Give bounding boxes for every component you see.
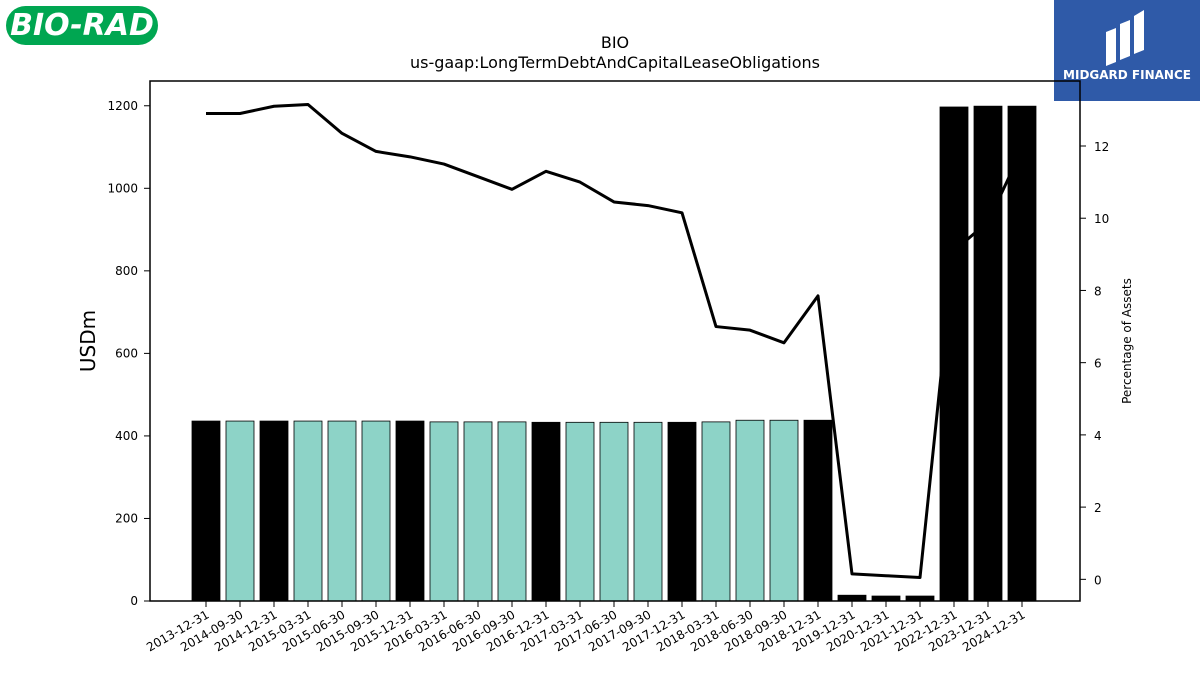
- midgard-finance-logo: MIDGARD FINANCE: [1054, 0, 1200, 101]
- y-axis-label: USDm: [76, 310, 100, 372]
- bio-rad-logo: BIO-RAD: [6, 6, 158, 45]
- chart-title: BIO: [601, 33, 629, 52]
- y-tick-label: 0: [130, 594, 138, 608]
- bar-2016-06-30: [463, 421, 493, 602]
- bar-2019-12-31: [837, 594, 867, 602]
- y2-tick-label: 6: [1094, 357, 1102, 371]
- bar-2014-12-31: [259, 420, 289, 602]
- bar-2015-06-30: [327, 420, 357, 602]
- y-tick-label: 1000: [107, 181, 138, 195]
- bar-2017-12-31: [667, 421, 697, 602]
- bar-series: [191, 105, 1037, 602]
- bar-2018-12-31: [803, 419, 833, 602]
- y2-tick-label: 4: [1094, 429, 1102, 443]
- y2-tick-label: 0: [1094, 573, 1102, 587]
- bar-2023-12-31: [973, 105, 1003, 602]
- bar-2015-09-30: [361, 420, 391, 602]
- y-tick-label: 1200: [107, 99, 138, 113]
- y-axis-right: 0 2 4 6 8 10 12: [1080, 140, 1109, 587]
- bar-2018-03-31: [701, 421, 731, 602]
- bar-2015-03-31: [293, 420, 323, 602]
- pct-assets-line: [206, 102, 1024, 580]
- plot-frame: [149, 80, 1081, 602]
- bar-2018-09-30: [769, 419, 799, 602]
- bar-2017-06-30: [599, 421, 629, 602]
- y2-axis-label: Percentage of Assets: [1120, 278, 1134, 404]
- bar-2014-09-30: [225, 420, 255, 602]
- chart-subtitle: us-gaap:LongTermDebtAndCapitalLeaseOblig…: [410, 53, 820, 72]
- y-tick-label: 400: [115, 429, 138, 443]
- y2-tick-label: 8: [1094, 284, 1102, 298]
- y2-tick-label: 10: [1094, 212, 1109, 226]
- y-tick-label: 800: [115, 264, 138, 278]
- midgard-mark-icon: [1106, 10, 1144, 66]
- bar-2017-09-30: [633, 421, 663, 602]
- y2-tick-label: 12: [1094, 140, 1109, 154]
- bar-2015-12-31: [395, 420, 425, 602]
- y-axis-left: 0 200 400 600 800 1000 1200: [107, 99, 150, 608]
- x-axis: 2013-12-312014-09-302014-12-312015-03-31…: [144, 601, 1028, 654]
- bar-2017-03-31: [565, 421, 595, 602]
- bar-2013-12-31: [191, 420, 221, 602]
- midgard-logo-text: MIDGARD FINANCE: [1063, 68, 1191, 82]
- bar-2016-12-31: [531, 421, 561, 602]
- y-tick-label: 200: [115, 511, 138, 525]
- bar-2018-06-30: [735, 419, 765, 602]
- bar-2016-09-30: [497, 421, 527, 602]
- bar-2016-03-31: [429, 421, 459, 602]
- bar-2024-12-31: [1007, 105, 1037, 602]
- bio-rad-logo-text: BIO-RAD: [10, 8, 154, 43]
- line-series: [206, 102, 1024, 580]
- y2-tick-label: 2: [1094, 501, 1102, 515]
- y-tick-label: 600: [115, 346, 138, 360]
